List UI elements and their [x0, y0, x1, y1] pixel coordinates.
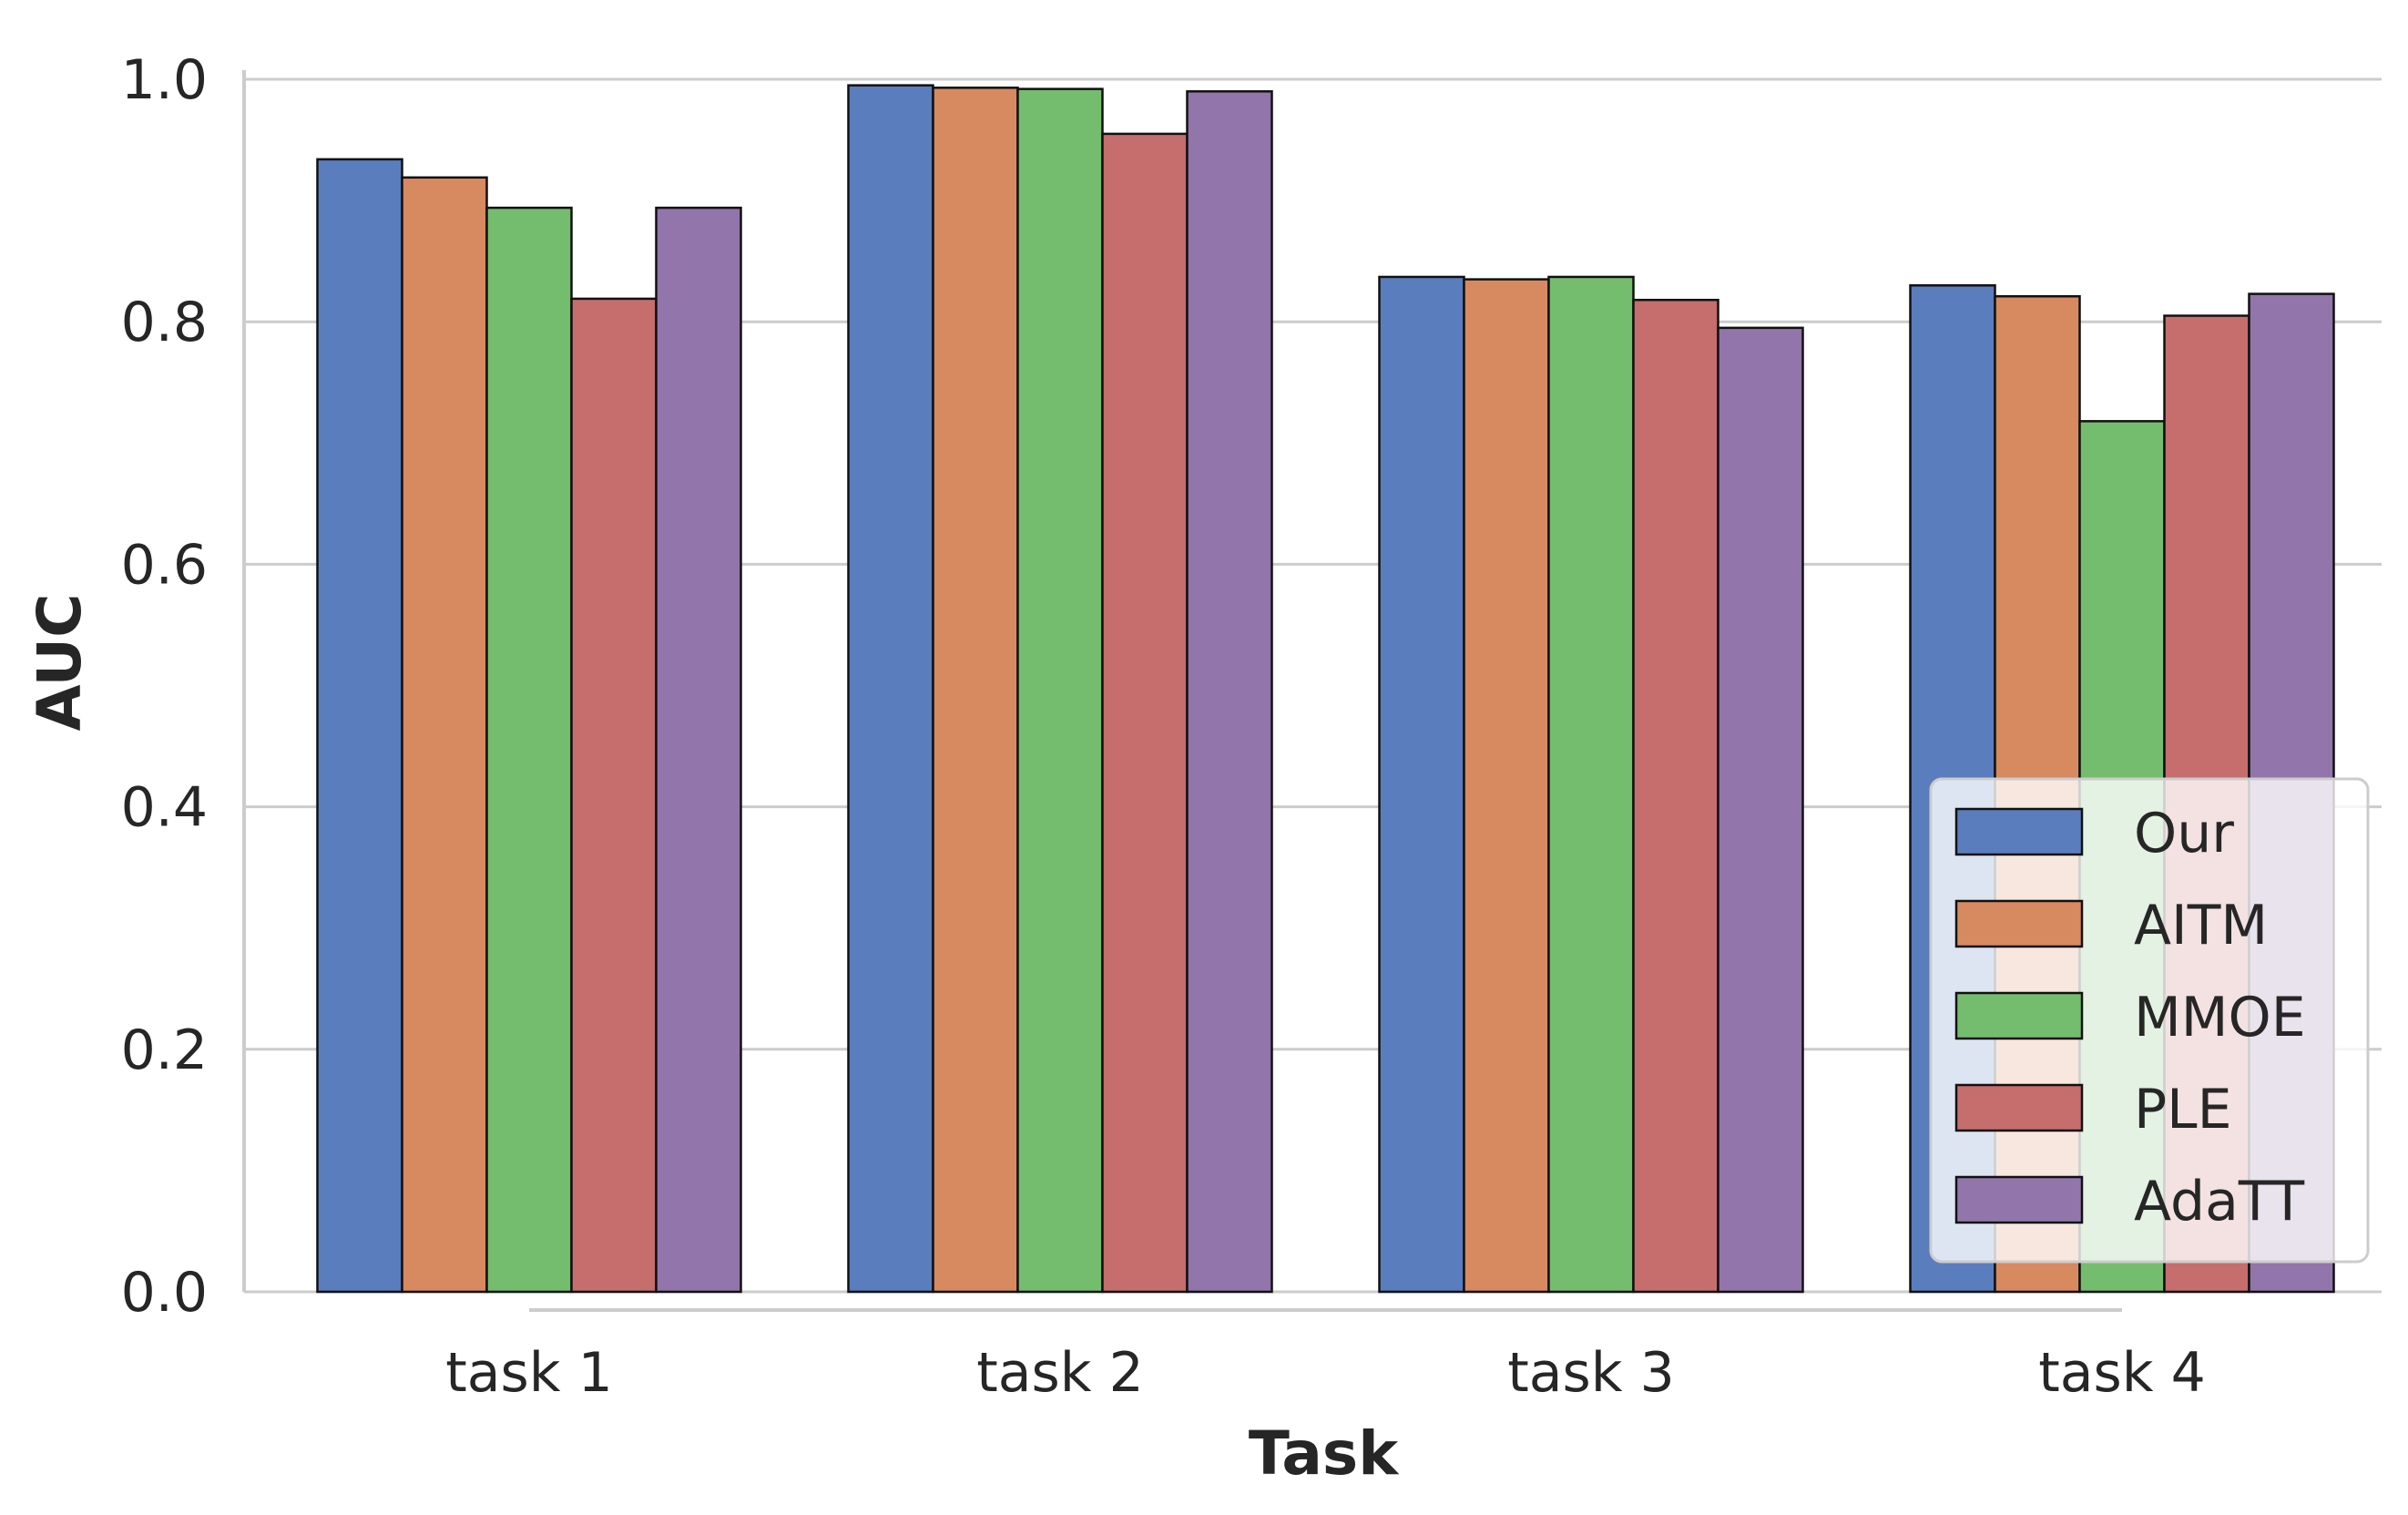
bar-adatt-1 [655, 206, 742, 1294]
legend: Our AITM MMOE PLE AdaTT [1929, 777, 2370, 1264]
legend-label-our: Our [2134, 802, 2234, 865]
bar-mmoe-2 [1016, 87, 1104, 1294]
y-tick-label: 0.4 [121, 776, 208, 840]
x-tick-label: task 2 [976, 1341, 1144, 1405]
y-tick-label: 0.0 [121, 1261, 208, 1325]
y-tick-label: 0.6 [121, 533, 208, 597]
x-tick-label: task 3 [1507, 1341, 1675, 1405]
legend-frame [1929, 777, 2370, 1264]
tick-labels: 0.0 0.2 0.4 0.6 0.8 1.0 task 1 task 2 task 3 task… [121, 48, 2206, 1405]
bar-ple-3 [1632, 298, 1719, 1294]
y-tick-label: 0.8 [121, 291, 208, 354]
y-tick-label: 0.2 [121, 1019, 208, 1082]
bar-adatt-2 [1186, 90, 1273, 1294]
bar-mmoe-3 [1547, 275, 1635, 1294]
bar-our-3 [1378, 275, 1465, 1294]
axes [242, 70, 2122, 1312]
legend-swatch-aitm [1954, 899, 2084, 948]
legend-label-adatt: AdaTT [2134, 1170, 2304, 1233]
bar-aitm-2 [932, 87, 1019, 1294]
bar-ple-1 [570, 297, 658, 1294]
bar-ple-2 [1101, 132, 1189, 1294]
legend-swatch-adatt [1954, 1175, 2084, 1224]
legend-label-aitm: AITM [2134, 894, 2268, 957]
x-tick-label: task 4 [2038, 1341, 2206, 1405]
bar-adatt-3 [1717, 326, 1804, 1294]
legend-label-ple: PLE [2134, 1078, 2232, 1141]
bar-our-2 [847, 84, 934, 1294]
bar-mmoe-1 [485, 206, 573, 1294]
y-axis-title: AUC [25, 593, 95, 731]
y-tick-label: 1.0 [121, 48, 208, 112]
bar-aitm-3 [1463, 278, 1550, 1294]
legend-swatch-our [1954, 807, 2084, 856]
legend-swatch-mmoe [1954, 991, 2084, 1040]
bar-our-1 [316, 158, 403, 1294]
x-tick-label: task 1 [445, 1341, 613, 1405]
legend-label-mmoe: MMOE [2134, 986, 2306, 1049]
x-axis-title: Task [1249, 1418, 1400, 1489]
bar-aitm-1 [401, 176, 488, 1294]
legend-swatch-ple [1954, 1083, 2084, 1132]
